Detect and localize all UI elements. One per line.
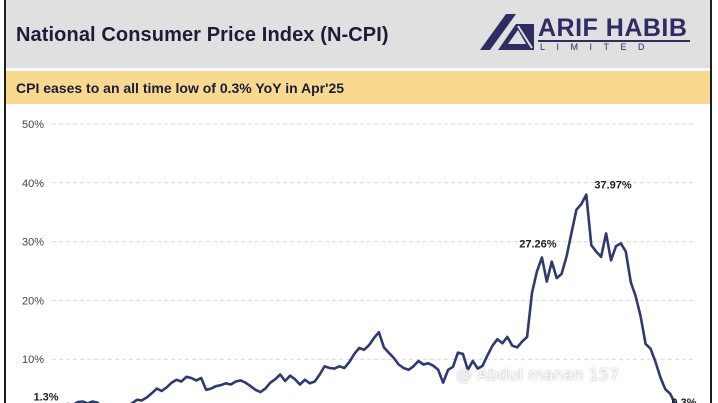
data-label: 37.97% — [594, 180, 632, 192]
data-label: 0.3% — [671, 397, 696, 403]
watermark: @ Abdul manan 157 — [456, 365, 620, 384]
chart-header: National Consumer Price Index (N-CPI) AR… — [6, 0, 710, 68]
chart-frame: National Consumer Price Index (N-CPI) AR… — [4, 0, 712, 403]
logo-subtext: LIMITED — [540, 42, 657, 52]
cpi-line-chart: 10% 20% 30% 40% 50% 1.3% 27.26% 37.97% 0.3% — [22, 119, 697, 403]
data-label: 1.3% — [33, 391, 58, 403]
data-label: 27.26% — [519, 238, 557, 250]
chart-subtitle: CPI eases to an all time low of 0.3% YoY… — [16, 80, 345, 96]
chart-title: National Consumer Price Index (N-CPI) — [16, 24, 389, 46]
y-tick-label: 10% — [22, 354, 44, 366]
y-tick-label: 30% — [22, 237, 44, 249]
y-tick-label: 20% — [22, 295, 44, 307]
y-tick-label: 50% — [22, 119, 44, 131]
cpi-series-line — [66, 193, 677, 403]
logo-mark-icon — [480, 14, 534, 50]
company-logo: ARIF HABIB LIMITED — [478, 12, 700, 56]
logo-divider — [538, 40, 690, 42]
logo-name: ARIF HABIB — [538, 14, 688, 42]
y-tick-label: 40% — [22, 178, 44, 190]
subtitle-banner: CPI eases to an all time low of 0.3% YoY… — [6, 71, 710, 104]
